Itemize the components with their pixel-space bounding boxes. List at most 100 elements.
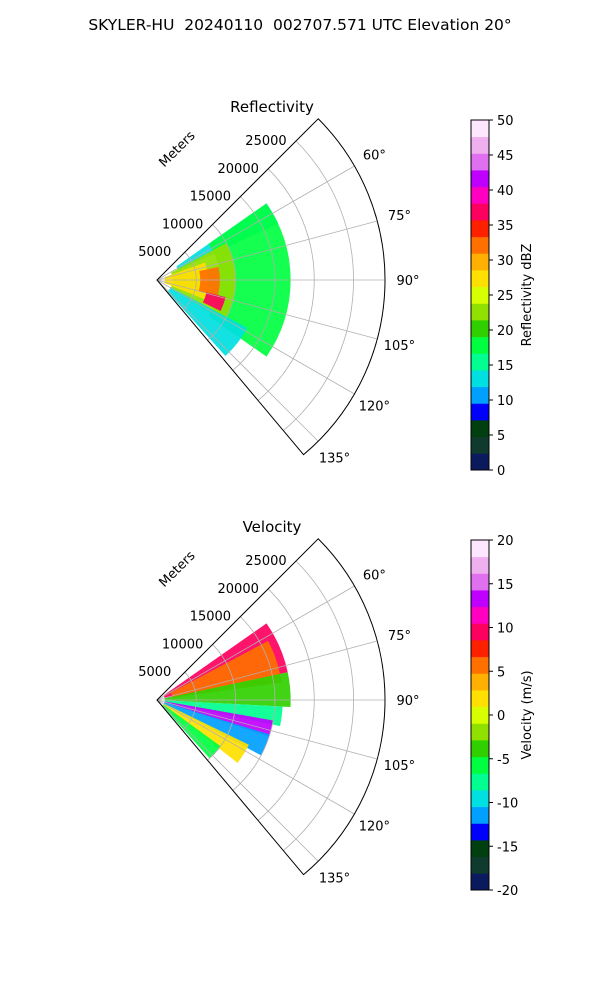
colorbar-tick-label: 15 — [497, 578, 514, 593]
colorbar-swatch — [471, 756, 489, 774]
data-cell — [198, 266, 220, 297]
azimuth-gridline — [156, 585, 355, 701]
colorbar-swatch — [471, 640, 489, 658]
angle-tick-label: 120° — [359, 400, 390, 415]
azimuth-gridline — [156, 699, 378, 760]
range-ring — [182, 671, 197, 731]
colorbar-swatch — [471, 420, 489, 438]
angle-tick-label: 90° — [396, 694, 419, 709]
data-cell — [163, 703, 249, 763]
colorbar-swatch — [471, 136, 489, 154]
colorbar-swatch — [471, 236, 489, 254]
colorbar-tick-label: 50 — [497, 114, 514, 129]
colorbar-tick-label: -10 — [497, 797, 518, 812]
polar-frame — [156, 118, 386, 456]
angle-tick-label: 135° — [319, 871, 350, 886]
azimuth-gridline — [156, 640, 378, 701]
colorbar-swatch — [471, 220, 489, 238]
data-cell — [164, 262, 209, 300]
colorbar-tick-label: -20 — [497, 884, 518, 899]
azimuth-gridline — [156, 699, 319, 862]
colorbar-tick-label: 5 — [497, 665, 505, 680]
reflectivity-panel: Reflectivity60°75°90°105°120°135°5000100… — [138, 98, 535, 479]
panel-title: Velocity — [243, 518, 302, 536]
colorbar-tick-label: 10 — [497, 394, 514, 409]
colorbar-swatch — [471, 790, 489, 808]
data-cell — [163, 702, 270, 756]
radial-tick-label: 25000 — [245, 554, 286, 569]
colorbar-swatch — [471, 186, 489, 204]
radial-tick-label: 20000 — [218, 162, 259, 177]
colorbar-swatch — [471, 740, 489, 758]
angle-tick-label: 90° — [396, 274, 419, 289]
range-ring — [232, 196, 276, 371]
range-ring — [283, 140, 354, 431]
colorbar-label: Reflectivity dBZ — [520, 244, 535, 347]
radial-tick-label: 5000 — [138, 245, 171, 260]
colorbar-swatch — [471, 656, 489, 674]
radial-tick-label: 25000 — [245, 134, 286, 149]
colorbar-swatch — [471, 840, 489, 858]
colorbar-tick-label: 45 — [497, 149, 514, 164]
angle-tick-label: 75° — [388, 209, 411, 224]
colorbar-swatch — [471, 386, 489, 404]
colorbar-label: Velocity (m/s) — [520, 670, 535, 759]
radial-tick-label: 15000 — [190, 190, 231, 205]
angle-tick-label: 120° — [359, 820, 390, 835]
panel-title: Reflectivity — [230, 98, 314, 116]
colorbar-swatch — [471, 706, 489, 724]
colorbar-swatch — [471, 823, 489, 841]
colorbar-swatch — [471, 320, 489, 338]
range-ring — [283, 560, 354, 851]
radial-tick-label: 10000 — [162, 637, 203, 652]
colorbar-swatch — [471, 120, 489, 138]
range-ring — [232, 616, 276, 791]
colorbar-swatch — [471, 856, 489, 874]
colorbar-swatch — [471, 353, 489, 371]
colorbar-swatch — [471, 303, 489, 321]
radial-tick-label: 20000 — [218, 582, 259, 597]
azimuth-gridline — [156, 279, 378, 340]
colorbar-swatch — [471, 723, 489, 741]
colorbar-swatch — [471, 370, 489, 388]
colorbar-swatch — [471, 806, 489, 824]
azimuth-gridline — [156, 220, 378, 281]
colorbar-tick-label: 35 — [497, 219, 514, 234]
angle-tick-label: 105° — [384, 339, 415, 354]
range-ring — [257, 168, 315, 401]
colorbar-swatch — [471, 453, 489, 471]
radial-axis-label: Meters — [157, 548, 199, 590]
colorbar-swatch — [471, 170, 489, 188]
colorbar-swatch — [471, 153, 489, 171]
data-cell — [162, 704, 221, 759]
colorbar-tick-label: 15 — [497, 359, 514, 374]
colorbar-tick-label: 0 — [497, 709, 505, 724]
colorbar-tick-label: 20 — [497, 534, 514, 549]
colorbar-tick-label: 0 — [497, 464, 505, 479]
radial-axis-label: Meters — [157, 128, 199, 170]
angle-tick-label: 60° — [363, 569, 386, 584]
angle-tick-label: 105° — [384, 759, 415, 774]
radial-tick-label: 10000 — [162, 217, 203, 232]
colorbar-swatch — [471, 573, 489, 591]
colorbar-tick-label: -5 — [497, 753, 510, 768]
polar-frame — [156, 538, 386, 876]
colorbar-swatch — [471, 336, 489, 354]
range-ring — [182, 251, 197, 311]
colorbar-tick-label: 10 — [497, 622, 514, 637]
colorbar-tick-label: 40 — [497, 184, 514, 199]
colorbar-swatch — [471, 403, 489, 421]
colorbar-swatch — [471, 873, 489, 891]
angle-tick-label: 75° — [388, 629, 411, 644]
colorbar-swatch — [471, 606, 489, 624]
colorbar-tick-label: 5 — [497, 429, 505, 444]
colorbar-swatch — [471, 203, 489, 221]
colorbar-swatch — [471, 270, 489, 288]
colorbar-swatch — [471, 540, 489, 558]
radial-tick-label: 5000 — [138, 665, 171, 680]
azimuth-gridline — [156, 279, 355, 395]
colorbar-swatch — [471, 436, 489, 454]
colorbar-swatch — [471, 623, 489, 641]
colorbar-swatch — [471, 673, 489, 691]
colorbar-swatch — [471, 690, 489, 708]
